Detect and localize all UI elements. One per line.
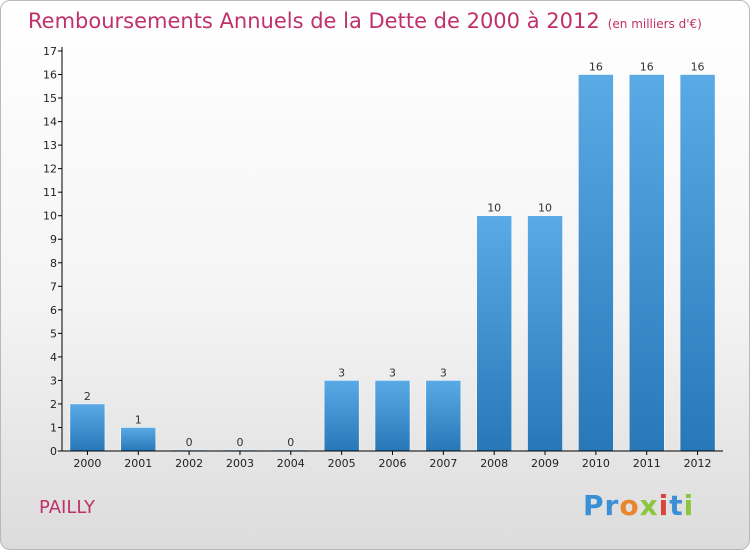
x-tick-label: 2004 bbox=[277, 457, 305, 470]
bar bbox=[679, 74, 716, 452]
x-tick-label: 2005 bbox=[328, 457, 356, 470]
title-unit: (en milliers d'€) bbox=[607, 17, 702, 31]
y-tick-label: 11 bbox=[43, 186, 57, 199]
title-text: Remboursements Annuels de la Dette de 20… bbox=[28, 9, 600, 33]
bar-value-label: 0 bbox=[236, 436, 243, 449]
x-tick-label: 2000 bbox=[73, 457, 101, 470]
y-tick-label: 4 bbox=[50, 351, 57, 364]
x-tick-label: 2012 bbox=[684, 457, 712, 470]
bar-value-label: 0 bbox=[186, 436, 193, 449]
logo-letter: Pr bbox=[583, 489, 620, 522]
bar bbox=[425, 380, 462, 452]
bar-value-label: 1 bbox=[135, 413, 142, 426]
bar-value-label: 10 bbox=[487, 202, 501, 215]
y-tick-label: 16 bbox=[43, 69, 57, 82]
bar-value-label: 10 bbox=[538, 202, 552, 215]
bar bbox=[578, 74, 614, 452]
x-tick-label: 2011 bbox=[633, 457, 661, 470]
y-tick-label: 9 bbox=[50, 233, 57, 246]
bar bbox=[374, 380, 411, 452]
logo-letter: i bbox=[683, 489, 695, 522]
proxiti-logo: Proxiti bbox=[583, 489, 694, 522]
bar-value-label: 3 bbox=[338, 366, 345, 379]
y-tick-label: 0 bbox=[50, 445, 57, 458]
logo-letter: o bbox=[619, 489, 640, 522]
bar-value-label: 2 bbox=[84, 390, 91, 403]
bar bbox=[476, 215, 512, 452]
chart-title: Remboursements Annuels de la Dette de 20… bbox=[28, 9, 702, 33]
x-tick-label: 2008 bbox=[480, 457, 508, 470]
x-tick-label: 2006 bbox=[379, 457, 407, 470]
y-tick-label: 5 bbox=[50, 327, 57, 340]
y-tick-label: 17 bbox=[43, 45, 57, 58]
y-tick-label: 8 bbox=[50, 257, 57, 270]
y-tick-label: 15 bbox=[43, 92, 57, 105]
y-tick-label: 10 bbox=[43, 210, 57, 223]
x-axis: 2000 2001 2002 2003 2004 2005 2006 2007 2008 2009… bbox=[62, 450, 723, 470]
y-tick-label: 7 bbox=[50, 280, 57, 293]
x-tick-label: 2001 bbox=[124, 457, 152, 470]
bar-value-label: 3 bbox=[389, 366, 396, 379]
x-tick-label: 2002 bbox=[175, 457, 203, 470]
bar bbox=[69, 403, 106, 452]
x-tick-label: 2003 bbox=[226, 457, 254, 470]
x-tick-label: 2009 bbox=[531, 457, 559, 470]
bar-value-label: 0 bbox=[287, 436, 294, 449]
bar bbox=[527, 215, 563, 452]
y-tick-label: 12 bbox=[43, 163, 57, 176]
logo-letter: i bbox=[658, 489, 670, 522]
x-tick-label: 2010 bbox=[582, 457, 610, 470]
bar-value-label: 3 bbox=[440, 366, 447, 379]
bar-value-label: 16 bbox=[640, 61, 654, 74]
bar bbox=[120, 427, 157, 452]
y-tick-label: 13 bbox=[43, 139, 57, 152]
y-tick-label: 3 bbox=[50, 374, 57, 387]
bar bbox=[323, 380, 360, 452]
y-tick-label: 2 bbox=[50, 398, 57, 411]
logo-letter: x bbox=[639, 489, 659, 522]
bar-value-label: 16 bbox=[589, 61, 603, 74]
x-tick-label: 2007 bbox=[429, 457, 457, 470]
y-tick-label: 1 bbox=[50, 421, 57, 434]
commune-name: PAILLY bbox=[39, 497, 95, 518]
bar-value-label: 16 bbox=[691, 61, 705, 74]
y-tick-label: 6 bbox=[50, 304, 57, 317]
logo-letter: t bbox=[669, 489, 684, 522]
bar bbox=[628, 74, 665, 452]
y-tick-label: 14 bbox=[43, 116, 57, 129]
